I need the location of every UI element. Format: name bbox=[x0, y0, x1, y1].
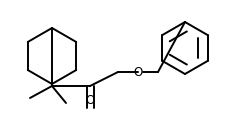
Text: O: O bbox=[133, 66, 143, 79]
Text: O: O bbox=[85, 94, 95, 107]
